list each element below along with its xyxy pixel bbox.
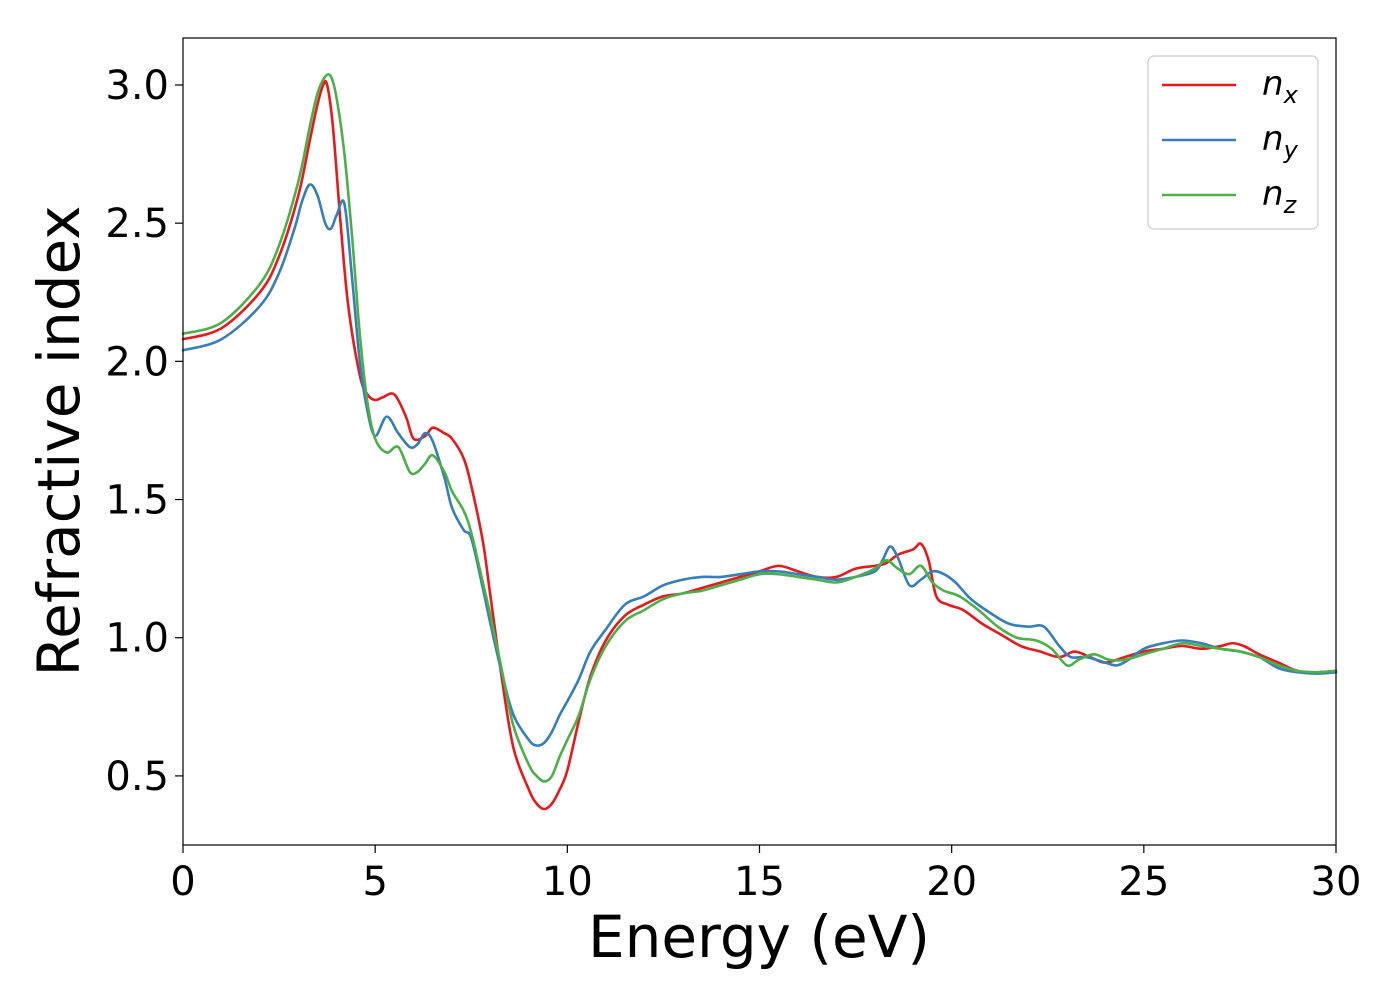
x-tick-label: 30 — [1311, 859, 1362, 905]
plot-frame — [182, 37, 1337, 846]
y-axis-ticks: 0.5 1.0 1.5 2.0 2.5 3.0 — [105, 63, 183, 800]
legend-box — [1147, 55, 1319, 230]
x-tick-label: 10 — [542, 859, 593, 905]
x-tick-label: 5 — [362, 859, 387, 905]
y-tick-label: 2.0 — [105, 339, 169, 385]
legend: nx ny nz — [1147, 55, 1319, 230]
series-layer — [181, 72, 1338, 811]
x-tick-label: 15 — [734, 859, 785, 905]
x-tick-label: 20 — [926, 859, 977, 905]
legend-entries: nx ny nz — [1162, 64, 1299, 219]
legend-label-nz: nz — [1262, 174, 1298, 219]
y-tick-label: 2.5 — [105, 201, 169, 247]
series-line-ny — [181, 183, 1338, 747]
series-line-nz — [181, 72, 1338, 783]
x-tick-label: 25 — [1118, 859, 1169, 905]
legend-label-nx: nx — [1262, 64, 1299, 109]
x-axis-ticks: 0 5 10 15 20 25 30 — [170, 845, 1361, 905]
y-tick-label: 1.0 — [105, 616, 169, 662]
y-tick-label: 3.0 — [105, 63, 169, 109]
y-tick-label: 1.5 — [105, 478, 169, 524]
x-tick-label: 0 — [170, 859, 195, 905]
y-axis-label: Refractive index — [25, 205, 93, 676]
x-axis-label: Energy (eV) — [588, 903, 930, 971]
legend-label-ny: ny — [1262, 119, 1299, 164]
y-tick-label: 0.5 — [105, 754, 169, 800]
